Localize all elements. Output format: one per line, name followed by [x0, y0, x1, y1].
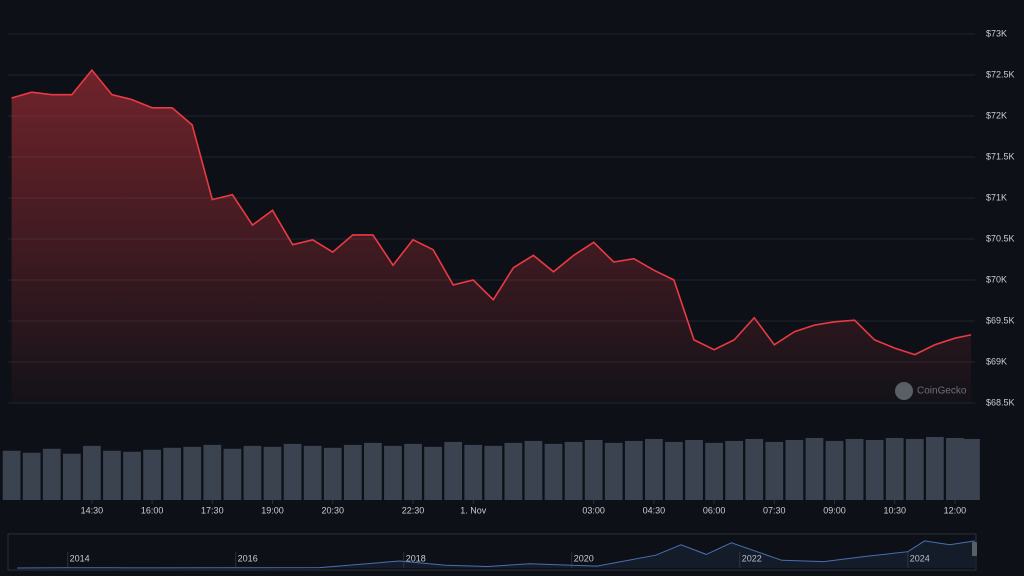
volume-bar: [885, 437, 904, 500]
x-tick-label: 10:30: [883, 505, 906, 515]
volume-bar: [143, 449, 161, 500]
volume-bar: [62, 453, 81, 500]
volume-bar: [484, 445, 503, 500]
volume-bar: [444, 441, 463, 500]
nav-tick-label: 2020: [574, 553, 594, 563]
volume-bar: [364, 442, 382, 500]
x-tick-label: 22:30: [402, 505, 425, 515]
nav-handle: [972, 542, 977, 556]
x-tick-label: 07:30: [763, 505, 786, 515]
volume-bar: [845, 438, 864, 500]
volume-bar: [303, 445, 322, 500]
y-tick-label: $71K: [986, 192, 1007, 202]
volume-bar: [825, 440, 844, 500]
volume-bar: [544, 443, 563, 500]
x-tick-label: 20:30: [321, 505, 344, 515]
volume-bar: [83, 445, 101, 500]
nav-line: [17, 540, 976, 569]
x-tick-label: 03:00: [582, 505, 605, 515]
volume-bar: [962, 438, 980, 500]
volume-bar: [464, 444, 483, 500]
volume-bar: [424, 446, 442, 500]
y-tick-label: $72K: [986, 110, 1007, 120]
y-tick-label: $73K: [986, 28, 1007, 38]
volume-bar: [905, 438, 924, 500]
x-tick-label: 04:30: [643, 505, 666, 515]
y-tick-label: $68.5K: [986, 397, 1015, 407]
y-tick-label: $70.5K: [986, 233, 1015, 243]
volume-bar: [564, 441, 583, 500]
watermark: CoinGecko: [917, 386, 967, 397]
volume-bar: [584, 439, 603, 500]
x-tick-label: 1. Nov: [460, 505, 487, 515]
x-tick-label: 14:30: [81, 505, 104, 515]
area-fill: [11, 70, 972, 403]
x-tick-label: 12:00: [944, 505, 967, 515]
volume-bar: [22, 452, 41, 500]
volume-bar: [163, 447, 182, 500]
volume-bar: [384, 445, 402, 500]
nav-tick-label: 2016: [238, 553, 258, 563]
y-tick-label: $69.5K: [986, 315, 1015, 325]
watermark-logo: [895, 382, 913, 400]
volume-bar: [946, 437, 964, 500]
volume-bar: [685, 439, 703, 500]
nav-tick-label: 2014: [70, 553, 90, 563]
volume-bar: [123, 451, 141, 500]
volume-bar: [103, 450, 121, 500]
volume-bar: [865, 439, 884, 500]
volume-bar: [765, 441, 784, 500]
volume-bar: [183, 446, 202, 500]
y-tick-label: $69K: [986, 356, 1007, 366]
volume-bar: [725, 440, 744, 500]
x-tick-label: 17:30: [201, 505, 224, 515]
nav-area: [17, 540, 975, 568]
volume-bar: [805, 437, 824, 500]
volume-bar: [263, 446, 282, 500]
volume-bar: [665, 441, 683, 500]
volume-bar: [504, 442, 523, 500]
volume-bar: [645, 438, 663, 500]
volume-bar: [323, 447, 342, 500]
x-tick-label: 19:00: [261, 505, 284, 515]
volume-bar: [203, 444, 222, 500]
volume-bar: [223, 448, 242, 500]
volume-bar: [243, 445, 262, 500]
volume-bar: [925, 437, 944, 500]
volume-bar: [42, 448, 61, 500]
nav-tick-label: 2018: [406, 553, 426, 563]
volume-bar: [705, 442, 723, 500]
volume-bar: [604, 442, 623, 500]
x-tick-label: 06:00: [703, 505, 726, 515]
volume-bar: [283, 443, 302, 500]
volume-bar: [785, 439, 804, 500]
y-tick-label: $70K: [986, 274, 1007, 284]
price-line: [11, 68, 972, 356]
volume-bar: [404, 443, 422, 500]
nav-tick-label: 2024: [910, 553, 930, 563]
volume-bar: [2, 450, 21, 500]
x-tick-label: 16:00: [141, 505, 164, 515]
volume-bar: [745, 438, 764, 500]
volume-bar: [524, 440, 543, 500]
x-tick-label: 09:00: [823, 505, 846, 515]
y-tick-label: $71.5K: [986, 151, 1015, 161]
y-tick-label: $72.5K: [986, 69, 1015, 79]
volume-bar: [624, 440, 643, 500]
volume-bar: [343, 444, 362, 500]
nav-tick-label: 2022: [742, 553, 762, 563]
